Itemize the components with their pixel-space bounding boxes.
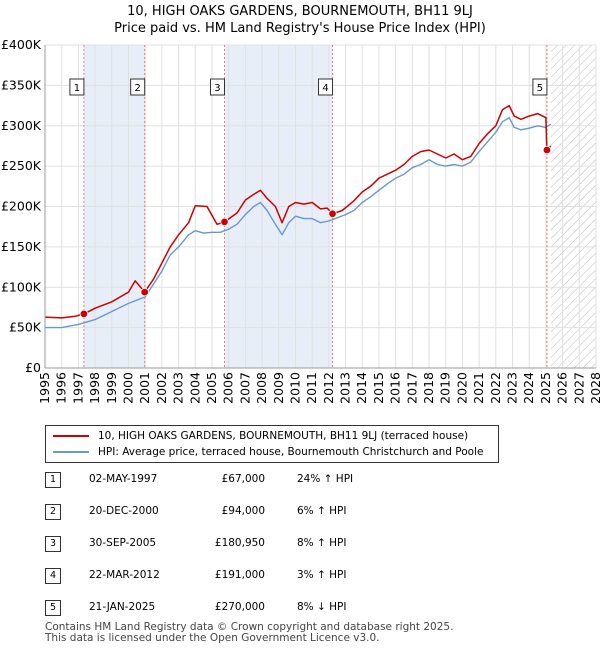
y-tick-label: £300K [1, 118, 42, 133]
sale-date: 02-MAY-1997 [89, 473, 158, 485]
table-row: 1 02-MAY-1997 £67,000 24% ↑ HPI [45, 470, 445, 490]
x-tick-label: 1995 [37, 372, 52, 404]
legend-swatch-price-paid [53, 435, 89, 437]
sale-label-number: 3 [214, 83, 220, 94]
sale-label-number: 5 [537, 83, 543, 94]
x-tick-label: 2025 [538, 372, 553, 404]
x-tick-label: 2023 [505, 372, 520, 404]
sale-label-box [209, 78, 225, 96]
x-tick-label: 1999 [104, 372, 119, 404]
footer: Contains HM Land Registry data © Crown c… [45, 622, 453, 644]
sale-date: 21-JAN-2025 [89, 601, 156, 613]
sale-number-badge: 4 [45, 568, 61, 584]
sale-price: £94,000 [221, 505, 265, 517]
hpi-series-line [45, 116, 552, 329]
y-tick-label: £100K [1, 279, 42, 294]
x-tick-label: 2024 [521, 372, 536, 404]
table-row: 5 21-JAN-2025 £270,000 8% ↓ HPI [45, 598, 445, 618]
x-tick-label: 1997 [70, 372, 85, 404]
x-tick-label: 2007 [237, 372, 252, 404]
legend-entry-price-paid: 10, HIGH OAKS GARDENS, BOURNEMOUTH, BH11… [53, 428, 468, 444]
x-tick-label: 1998 [87, 372, 102, 404]
y-tick-label: £50K [9, 320, 42, 335]
x-tick-label: 2006 [221, 372, 236, 404]
x-tick-label: 2026 [555, 372, 570, 404]
x-tick-label: 2013 [338, 372, 353, 404]
x-tick-label: 2012 [321, 372, 336, 404]
sale-point [140, 287, 149, 297]
sale-hpi-diff: 8% ↑ HPI [297, 537, 347, 549]
sale-date: 22-MAR-2012 [89, 569, 160, 581]
y-tick-label: £150K [1, 239, 42, 254]
footer-licence: This data is licensed under the Open Gov… [45, 632, 380, 644]
sale-price: £67,000 [221, 473, 265, 485]
legend-label-hpi: HPI: Average price, terraced house, Bour… [98, 446, 484, 458]
sale-label-number: 4 [322, 83, 328, 94]
x-tick-label: 2011 [304, 372, 319, 404]
sale-number-badge: 2 [45, 504, 61, 520]
table-row: 3 30-SEP-2005 £180,950 8% ↑ HPI [45, 534, 445, 554]
sale-point [328, 209, 337, 218]
x-tick-label: 2016 [388, 372, 403, 404]
legend: 10, HIGH OAKS GARDENS, BOURNEMOUTH, BH11… [45, 425, 499, 463]
chart-title: 10, HIGH OAKS GARDENS, BOURNEMOUTH, BH11… [127, 4, 473, 19]
legend-entry-hpi: HPI: Average price, terraced house, Bour… [53, 444, 483, 460]
footer-copyright: Contains HM Land Registry data © Crown c… [45, 621, 454, 633]
x-tick-label: 2027 [571, 372, 586, 404]
table-row: 2 20-DEC-2000 £94,000 6% ↑ HPI [45, 502, 445, 522]
price-chart: 1 2 3 4 5 £0 £50K £100K £150K £200K £250K £300K £35… [1, 37, 600, 404]
y-tick-label: £350K [1, 77, 42, 92]
sale-number-badge: 5 [45, 600, 61, 616]
y-tick-label: £200K [1, 199, 42, 214]
x-tick-label: 2020 [454, 372, 469, 404]
x-tick-label: 2003 [171, 372, 186, 404]
legend-swatch-hpi [53, 451, 89, 453]
table-row: 4 22-MAR-2012 £191,000 3% ↑ HPI [45, 566, 445, 586]
chart-title-block: 10, HIGH OAKS GARDENS, BOURNEMOUTH, BH11… [0, 3, 600, 37]
x-tick-label: 2014 [354, 372, 369, 404]
x-tick-label: 2021 [471, 372, 486, 404]
sale-number-badge: 3 [45, 536, 61, 552]
x-tick-label: 2018 [421, 372, 436, 404]
sale-label-box [130, 78, 146, 96]
sale-hpi-diff: 24% ↑ HPI [297, 473, 354, 485]
sale-hpi-diff: 3% ↑ HPI [297, 569, 347, 581]
x-tick-label: 2009 [271, 372, 286, 404]
legend-label-price-paid: 10, HIGH OAKS GARDENS, BOURNEMOUTH, BH11… [98, 430, 469, 442]
x-tick-label: 2015 [371, 372, 386, 404]
x-tick-label: 1996 [54, 372, 69, 404]
sale-number-badge: 1 [45, 472, 61, 488]
sale-label-number: 1 [74, 83, 80, 94]
x-tick-label: 2000 [120, 372, 135, 404]
x-tick-label: 2028 [588, 372, 600, 404]
x-tick-label: 2008 [254, 372, 269, 404]
sale-point [220, 217, 229, 227]
sale-hpi-diff: 6% ↑ HPI [297, 505, 347, 517]
sale-price: £191,000 [214, 569, 265, 581]
sale-hpi-diff: 8% ↓ HPI [297, 601, 347, 613]
sale-point [542, 145, 552, 155]
price-paid-series-line [44, 104, 552, 319]
y-tick-label: £0 [25, 360, 41, 375]
sale-date: 20-DEC-2000 [89, 505, 159, 517]
x-tick-label: 2022 [488, 372, 503, 404]
x-tick-label: 2019 [438, 372, 453, 404]
sale-point [79, 309, 89, 319]
sale-date: 30-SEP-2005 [89, 537, 157, 549]
sale-price: £270,000 [214, 601, 265, 613]
x-tick-label: 2004 [187, 372, 202, 404]
x-tick-label: 2017 [404, 372, 419, 404]
sale-label-box [69, 78, 85, 96]
x-tick-label: 2001 [137, 372, 152, 404]
chart-subtitle: Price paid vs. HM Land Registry's House … [114, 21, 486, 36]
sale-label-number: 2 [134, 83, 140, 94]
sale-label-box [532, 78, 548, 96]
sale-price: £180,950 [214, 537, 265, 549]
y-tick-label: £250K [1, 158, 42, 173]
y-tick-label: £400K [1, 37, 42, 52]
x-tick-label: 2002 [154, 372, 169, 404]
sale-label-box [318, 78, 334, 96]
x-tick-label: 2010 [287, 372, 302, 404]
x-tick-label: 2005 [204, 372, 219, 404]
